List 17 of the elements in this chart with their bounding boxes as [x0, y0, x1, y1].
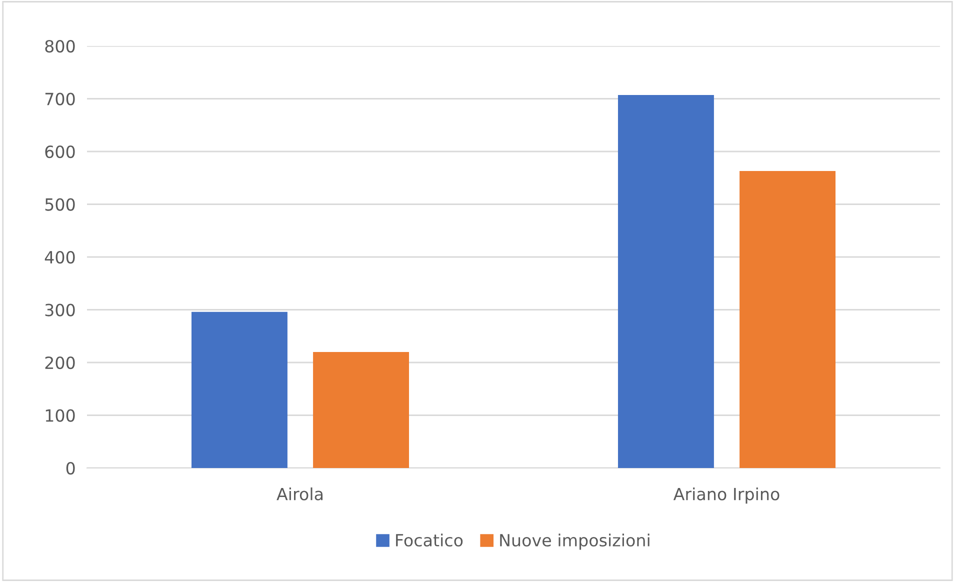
- legend-label: Nuove imposizioni: [500, 534, 650, 550]
- y-tick-label: 600: [45, 145, 75, 158]
- y-tick-label: 700: [45, 92, 75, 106]
- y-tick-label: 0: [66, 462, 75, 475]
- y-tick-label: 800: [45, 40, 75, 53]
- bar: [191, 312, 288, 468]
- x-tick-label: Ariano Irpino: [673, 487, 780, 504]
- y-tick-label: 300: [45, 304, 75, 316]
- y-tick-label: 500: [45, 198, 75, 211]
- bar: [618, 95, 714, 468]
- bar: [313, 352, 410, 468]
- x-tick-label: Airola: [276, 487, 323, 500]
- y-tick-label: 100: [46, 409, 75, 422]
- y-tick-label: 200: [45, 356, 75, 370]
- legend-label: Focatico: [396, 534, 463, 547]
- y-tick-label: 400: [44, 250, 75, 264]
- bar: [740, 171, 836, 468]
